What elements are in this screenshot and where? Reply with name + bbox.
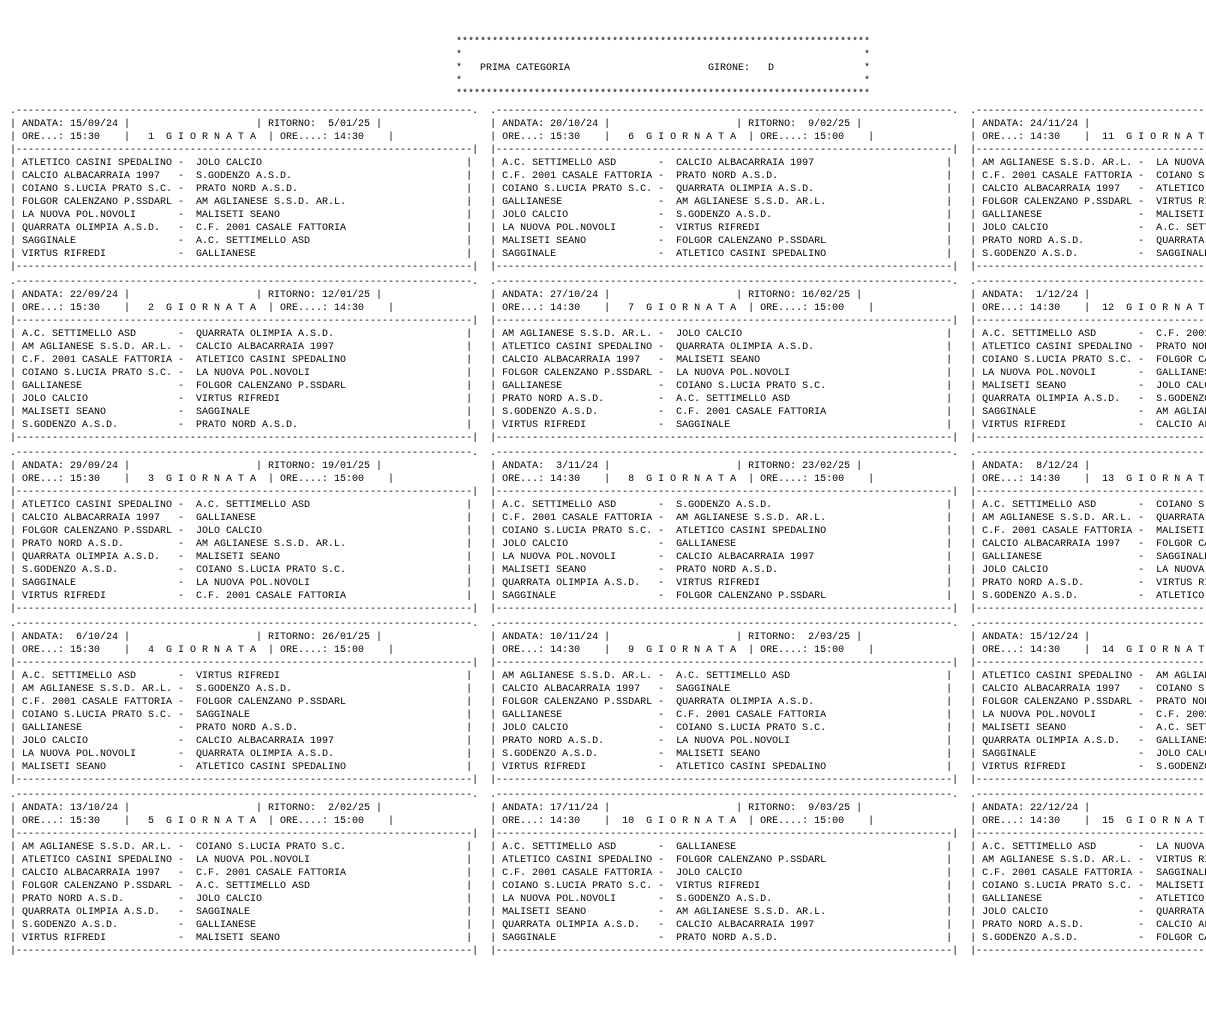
round-12: .---------------------------------------… (970, 276, 1206, 445)
round-6: .---------------------------------------… (490, 105, 958, 274)
round-7: .---------------------------------------… (490, 276, 958, 445)
round-3: .---------------------------------------… (10, 447, 478, 616)
col-2: .---------------------------------------… (490, 105, 958, 960)
round-13: .---------------------------------------… (970, 447, 1206, 616)
col-3: .---------------------------------------… (970, 105, 1206, 960)
fixture-document: ****************************************… (10, 36, 1196, 960)
round-15: .---------------------------------------… (970, 789, 1206, 958)
round-2: .---------------------------------------… (10, 276, 478, 445)
columns: .---------------------------------------… (10, 105, 1196, 960)
header-content: ****************************************… (336, 37, 870, 100)
col-1: .---------------------------------------… (10, 105, 478, 960)
round-9: .---------------------------------------… (490, 618, 958, 787)
round-11: .---------------------------------------… (970, 105, 1206, 274)
round-8: .---------------------------------------… (490, 447, 958, 616)
round-1: .---------------------------------------… (10, 105, 478, 274)
round-4: .---------------------------------------… (10, 618, 478, 787)
round-5: .---------------------------------------… (10, 789, 478, 958)
round-10: .---------------------------------------… (490, 789, 958, 958)
header: ****************************************… (10, 36, 1196, 101)
round-14: .---------------------------------------… (970, 618, 1206, 787)
